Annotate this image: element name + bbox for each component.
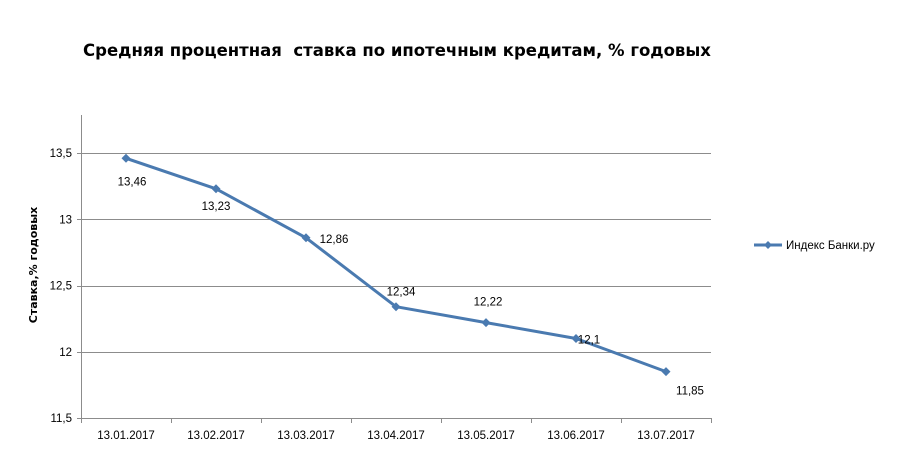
legend-label: Индекс Банки.ру xyxy=(786,240,875,252)
data-point-6 xyxy=(661,367,671,377)
x-tick-labels: 13.01.2017 13.02.2017 13.03.2017 13.04.2017… xyxy=(97,430,695,442)
y-axis-label: Ставка,% годовых xyxy=(27,207,40,324)
x-tick-label-4: 13.05.2017 xyxy=(457,430,515,442)
data-label-5: 12,1 xyxy=(578,335,600,347)
x-tick-label-0: 13.01.2017 xyxy=(97,430,155,442)
data-point-4 xyxy=(481,318,491,328)
x-tick-label-1: 13.02.2017 xyxy=(187,430,245,442)
gridlines xyxy=(81,153,711,353)
legend-marker xyxy=(764,241,772,249)
x-tick-label-5: 13.06.2017 xyxy=(547,430,605,442)
data-point-0 xyxy=(121,153,131,163)
data-labels: 13,46 13,23 12,86 12,34 12,22 12,1 11,85 xyxy=(118,176,704,397)
data-point-5 xyxy=(571,334,581,343)
x-tick-label-3: 13.04.2017 xyxy=(367,430,425,442)
data-point-2 xyxy=(301,233,311,243)
series-layer xyxy=(121,153,671,377)
data-label-1: 13,23 xyxy=(202,201,231,213)
y-tick-label-0: 11,5 xyxy=(50,413,72,425)
data-point-1 xyxy=(211,184,221,194)
data-point-3 xyxy=(391,302,401,312)
y-tick-label-1: 12 xyxy=(59,347,72,359)
data-label-3: 12,34 xyxy=(387,287,416,299)
x-tick-label-6: 13.07.2017 xyxy=(637,430,695,442)
x-tick-label-2: 13.03.2017 xyxy=(277,430,335,442)
y-tick-label-2: 12,5 xyxy=(50,281,72,293)
data-label-6: 11,85 xyxy=(676,386,704,398)
axes xyxy=(77,115,712,423)
y-tick-labels: 11,5 12 12,5 13 13,5 xyxy=(50,148,72,425)
y-tick-label-4: 13,5 xyxy=(50,148,72,160)
data-label-4: 12,22 xyxy=(474,297,503,309)
data-label-0: 13,46 xyxy=(118,176,147,188)
data-label-2: 12,86 xyxy=(320,234,349,246)
y-tick-label-3: 13 xyxy=(59,214,72,226)
chart-title: Средняя процентная ставка по ипотечным к… xyxy=(83,41,711,60)
legend: Индекс Банки.ру xyxy=(754,240,875,252)
